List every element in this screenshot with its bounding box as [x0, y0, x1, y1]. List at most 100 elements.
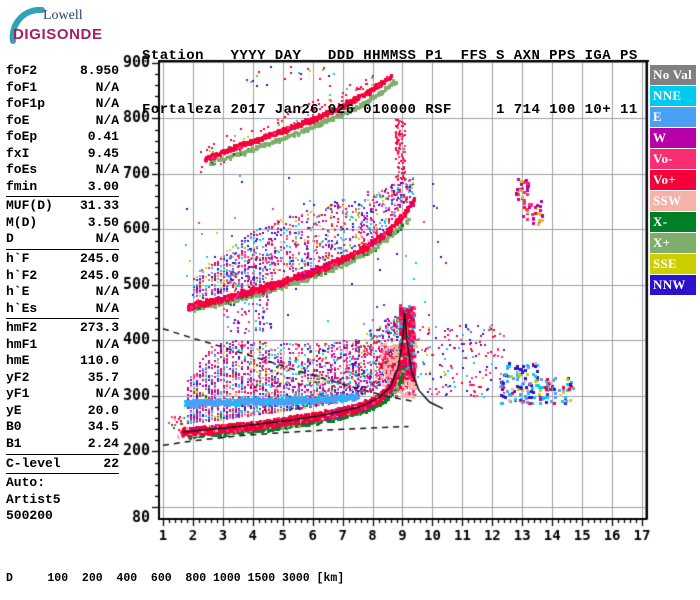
- param-row-fxi: fxI 9.45: [6, 146, 119, 163]
- param-label: foEp: [6, 129, 38, 145]
- param-value: 0.41: [87, 129, 119, 145]
- param-row-hf: h`F 245.0: [6, 251, 119, 268]
- param-value: N/A: [95, 386, 119, 402]
- param-value: 3.50: [87, 214, 119, 230]
- param-label: MUF(D): [6, 198, 53, 214]
- param-row-hmf2: hmF2 273.3: [6, 320, 119, 337]
- legend-item-noval: No Val: [650, 65, 696, 85]
- param-label: C-level: [6, 455, 61, 471]
- legend-item-x+: X+: [650, 233, 696, 253]
- param-value: N/A: [95, 300, 119, 316]
- echo-direction-legend: No Val NNE E W Vo- Vo+ SSW X- X+ SSE NNW: [650, 65, 696, 296]
- param-label: hmE: [6, 353, 30, 369]
- param-value: N/A: [95, 112, 119, 128]
- param-label: 500200: [6, 508, 53, 524]
- param-row-foep: foEp 0.41: [6, 129, 119, 146]
- param-label: D: [6, 231, 14, 247]
- d-distance-row: D 100 200 400 600 800 1000 1500 3000 [km…: [6, 572, 345, 586]
- param-row-fmin: fmin 3.00: [6, 179, 119, 196]
- param-value: 2.24: [87, 436, 119, 452]
- param-value: 20.0: [87, 402, 119, 418]
- legend-item-vo-: Vo-: [650, 149, 696, 169]
- param-row-he: h`E N/A: [6, 284, 119, 301]
- legend-item-e: E: [650, 107, 696, 127]
- param-row-b1: B1 2.24: [6, 436, 119, 453]
- header-line-1: Station YYYY DAY DDD HHMMSS P1 FFS S AXN…: [142, 48, 638, 64]
- logo-lowell: Lowell: [43, 8, 83, 23]
- param-value: 273.3: [79, 320, 119, 336]
- legend-item-vo+: Vo+: [650, 170, 696, 190]
- param-label: h`F: [6, 251, 30, 267]
- header-line-2: Fortaleza 2017 Jan26 026 010000 RSF 1 71…: [142, 102, 638, 118]
- param-row-fof1p: foF1p N/A: [6, 96, 119, 113]
- logo-digisonde: DIGISONDE: [13, 26, 103, 43]
- param-label: foF2: [6, 63, 38, 78]
- station-header: Station YYYY DAY DDD HHMMSS P1 FFS S AXN…: [142, 11, 638, 155]
- param-row-hes: h`Es N/A: [6, 301, 119, 318]
- logo: Lowell DIGISONDE: [6, 5, 131, 51]
- param-value: N/A: [95, 79, 119, 95]
- param-row-fof2: foF2 8.950: [6, 63, 119, 80]
- param-label: yE: [6, 402, 22, 418]
- param-label: h`E: [6, 284, 30, 300]
- legend-item-w: W: [650, 128, 696, 148]
- param-label: B1: [6, 436, 22, 452]
- param-row-yf1: yF1 N/A: [6, 386, 119, 403]
- param-value: 8.950: [79, 63, 119, 78]
- param-row-fof1: foF1 N/A: [6, 80, 119, 97]
- divider: [6, 318, 119, 320]
- divider: [6, 249, 119, 251]
- param-label: Auto:: [6, 475, 46, 491]
- param-row-b0: B0 34.5: [6, 419, 119, 436]
- param-row-d: D N/A: [6, 231, 119, 248]
- param-row-foes: foEs N/A: [6, 162, 119, 179]
- param-value: 3.00: [87, 178, 119, 194]
- param-value: 245.0: [79, 251, 119, 267]
- param-label: h`Es: [6, 300, 38, 316]
- param-value: 31.33: [79, 198, 119, 214]
- param-label: hmF2: [6, 320, 38, 336]
- param-value: 34.5: [87, 419, 119, 435]
- param-row-500200: 500200: [6, 508, 119, 525]
- param-row-foe: foE N/A: [6, 113, 119, 130]
- param-value: N/A: [95, 96, 119, 112]
- param-value: N/A: [95, 284, 119, 300]
- legend-item-nnw: NNW: [650, 275, 696, 295]
- param-label: foF1p: [6, 96, 46, 112]
- divider: [6, 196, 119, 198]
- param-value: 110.0: [79, 353, 119, 369]
- param-value: 22: [103, 455, 119, 471]
- legend-item-nne: NNE: [650, 86, 696, 106]
- param-label: h`F2: [6, 267, 38, 283]
- param-row-auto: Auto:: [6, 475, 119, 492]
- param-label: M(D): [6, 214, 38, 230]
- divider: [6, 453, 119, 455]
- param-label: foEs: [6, 162, 38, 178]
- param-value: N/A: [95, 336, 119, 352]
- divider: [6, 473, 119, 475]
- param-label: fxI: [6, 145, 30, 161]
- parameter-panel: foF2 8.950 foF1 N/A foF1p N/A foE N/A foEp 0.41 fx…: [6, 63, 119, 525]
- param-row-ye: yE 20.0: [6, 403, 119, 420]
- param-row-hme: hmE 110.0: [6, 353, 119, 370]
- param-label: foF1: [6, 79, 38, 95]
- footer: D 100 200 400 600 800 1000 1500 3000 [km…: [6, 549, 689, 600]
- param-label: yF1: [6, 386, 30, 402]
- param-label: hmF1: [6, 336, 38, 352]
- param-label: fmin: [6, 178, 38, 194]
- param-label: Artist5: [6, 491, 61, 507]
- param-row-artist5: Artist5: [6, 492, 119, 509]
- legend-item-ssw: SSW: [650, 191, 696, 211]
- param-value: N/A: [95, 231, 119, 247]
- param-row-md: M(D) 3.50: [6, 215, 119, 232]
- param-value: N/A: [95, 162, 119, 178]
- logo-arc-icon: [9, 6, 45, 44]
- param-row-clevel: C-level 22: [6, 456, 119, 473]
- param-value: 35.7: [87, 369, 119, 385]
- param-row-mufd: MUF(D) 31.33: [6, 198, 119, 215]
- param-label: B0: [6, 419, 22, 435]
- param-row-yf2: yF2 35.7: [6, 370, 119, 387]
- param-value: 245.0: [79, 267, 119, 283]
